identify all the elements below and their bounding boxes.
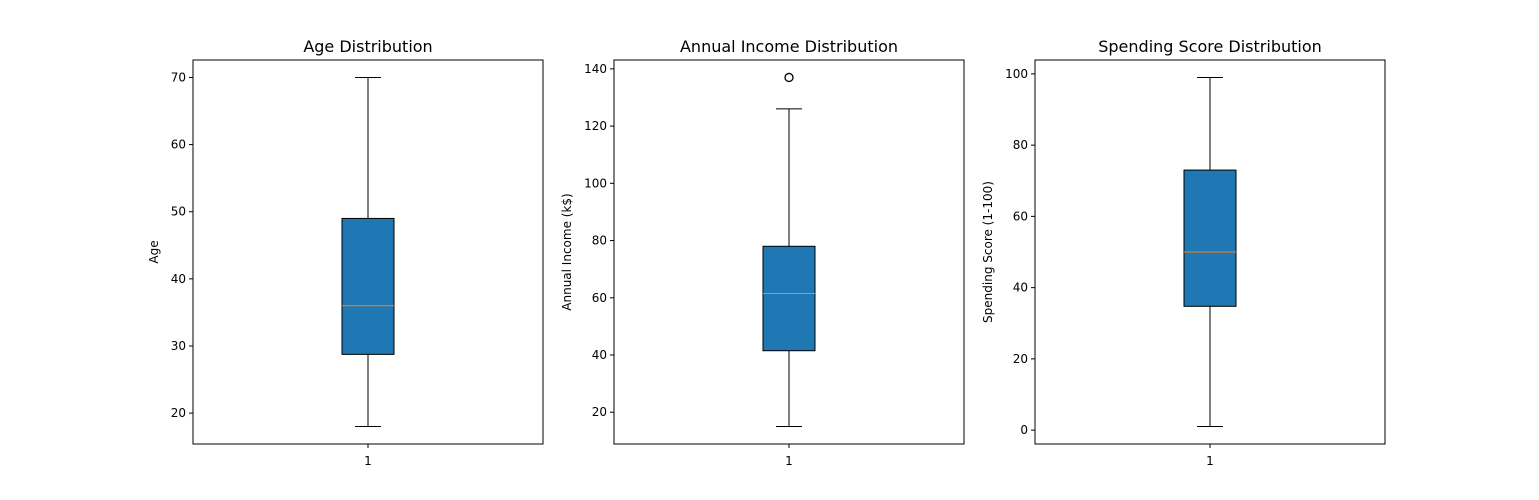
- iqr-box: [341, 217, 395, 355]
- iqr-box: [762, 245, 816, 352]
- y-tick-label: 120: [584, 119, 607, 133]
- y-tick-label: 20: [592, 405, 607, 419]
- y-tick-label: 60: [592, 291, 607, 305]
- y-tick-label: 70: [171, 70, 186, 84]
- y-tick-label: 80: [1013, 138, 1028, 152]
- x-tick-label: 1: [364, 454, 372, 468]
- chart-title: Annual Income Distribution: [680, 37, 898, 56]
- y-tick-label: 100: [584, 176, 607, 190]
- chart-title: Age Distribution: [303, 37, 432, 56]
- y-tick-label: 50: [171, 205, 186, 219]
- axes-frame: [1034, 59, 1386, 445]
- subplot-3: Spending Score Distribution 0 20 40 60 80 100 1…: [981, 37, 1386, 468]
- x-tick-label: 1: [1206, 454, 1214, 468]
- y-axis-label: Spending Score (1-100): [981, 181, 995, 323]
- y-tick-label: 80: [592, 234, 607, 248]
- subplot-1: Age Distribution 20 30 40 50 60 70 1 Age: [147, 37, 544, 468]
- y-tick-label: 0: [1020, 423, 1028, 437]
- y-tick-label: 140: [584, 62, 607, 76]
- iqr-box: [1183, 169, 1237, 307]
- y-axis-label: Annual Income (k$): [560, 193, 574, 310]
- y-tick-label: 60: [171, 138, 186, 152]
- y-tick-label: 60: [1013, 209, 1028, 223]
- y-tick-label: 40: [592, 348, 607, 362]
- y-tick-label: 40: [171, 272, 186, 286]
- chart-title: Spending Score Distribution: [1098, 37, 1322, 56]
- y-axis-label: Age: [147, 240, 161, 263]
- x-tick-label: 1: [785, 454, 793, 468]
- outlier-point: [784, 72, 794, 83]
- y-tick-label: 40: [1013, 281, 1028, 295]
- y-tick-label: 30: [171, 339, 186, 353]
- y-tick-label: 20: [1013, 352, 1028, 366]
- subplot-2: Annual Income Distribution 20 40 60 80 100 120…: [560, 37, 965, 468]
- y-tick-label: 100: [1005, 67, 1028, 81]
- y-tick-label: 20: [171, 406, 186, 420]
- axes-frame: [613, 59, 965, 445]
- axes-frame: [192, 59, 544, 445]
